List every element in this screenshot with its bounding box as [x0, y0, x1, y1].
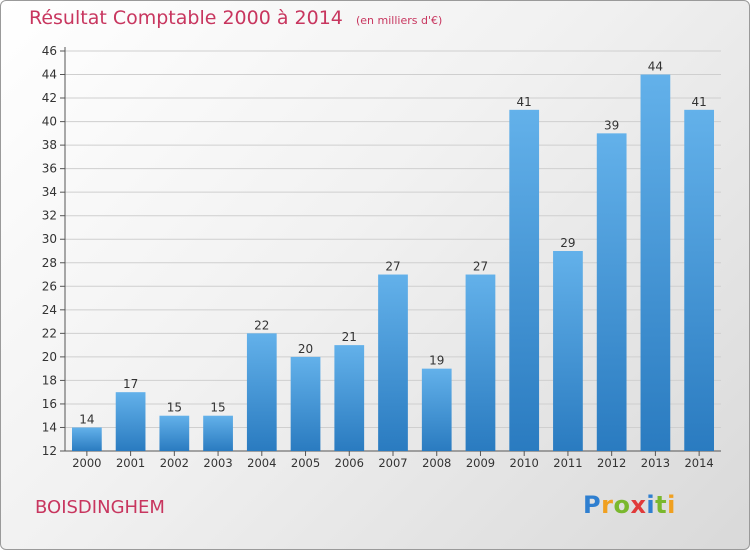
- title-row: Résultat Comptable 2000 à 2014 (en milli…: [29, 7, 442, 29]
- y-tick-label: 32: [42, 209, 57, 223]
- logo-letter: P: [583, 491, 602, 519]
- data-label: 15: [210, 401, 225, 415]
- x-tick-label: 2014: [684, 456, 713, 470]
- x-tick-label: 2010: [510, 456, 539, 470]
- bar-2006: [334, 345, 365, 451]
- bar-2003: [203, 415, 233, 451]
- bar-2004: [246, 333, 277, 451]
- y-tick-label: 12: [42, 444, 57, 458]
- chart-subtitle: (en milliers d'€): [355, 14, 443, 27]
- data-label: 41: [517, 95, 532, 109]
- y-tick-label: 24: [42, 303, 57, 317]
- bar-2013: [640, 74, 671, 451]
- chart-title: Résultat Comptable 2000 à 2014: [29, 7, 343, 29]
- y-tick-label: 34: [42, 185, 57, 199]
- data-label: 17: [123, 377, 138, 391]
- y-tick-label: 46: [42, 44, 57, 58]
- x-tick-label: 2005: [291, 456, 320, 470]
- y-tick-label: 28: [42, 256, 57, 270]
- logo-letter: o: [613, 491, 631, 519]
- x-tick-label: 2013: [641, 456, 670, 470]
- data-label: 29: [560, 236, 575, 250]
- data-label: 41: [691, 95, 706, 109]
- x-tick-label: 2004: [247, 456, 276, 470]
- y-tick-label: 26: [42, 279, 57, 293]
- logo-letter: r: [601, 491, 614, 519]
- x-tick-label: 2011: [553, 456, 582, 470]
- y-tick-label: 38: [42, 138, 57, 152]
- proxiti-logo: Proxiti: [583, 491, 676, 519]
- place-name: BOISDINGHEM: [35, 497, 165, 518]
- data-label: 27: [473, 260, 488, 274]
- data-label: 27: [385, 260, 400, 274]
- bar-2002: [159, 415, 190, 451]
- data-label: 19: [429, 354, 444, 368]
- data-label: 44: [648, 60, 663, 74]
- x-tick-label: 2003: [203, 456, 232, 470]
- data-label: 15: [167, 401, 182, 415]
- bar-2011: [553, 251, 583, 451]
- x-tick-label: 2008: [422, 456, 451, 470]
- bars: [71, 74, 715, 451]
- data-labels: 14 17 15 15 22 20 21 27 19 27 41 29 39 44 41: [79, 60, 707, 427]
- logo-letter: i: [646, 491, 656, 519]
- x-tick-label: 2007: [378, 456, 407, 470]
- bar-2010: [509, 109, 540, 451]
- logo-letter: i: [667, 491, 676, 519]
- data-label: 21: [342, 330, 357, 344]
- bar-2008: [421, 368, 452, 451]
- bar-2014: [684, 109, 715, 451]
- data-label: 20: [298, 342, 313, 356]
- y-tick-label: 18: [42, 373, 57, 387]
- y-tick-label: 42: [42, 91, 57, 105]
- y-tick-label: 22: [42, 326, 57, 340]
- data-label: 22: [254, 318, 269, 332]
- bar-2005: [290, 356, 321, 451]
- bar-2009: [465, 274, 496, 451]
- bar-2000: [71, 427, 102, 451]
- logo-letter: t: [655, 491, 668, 519]
- y-tick-label: 36: [42, 162, 57, 176]
- y-tick-label: 16: [42, 397, 57, 411]
- bar-2001: [115, 392, 146, 451]
- x-tick-label: 2002: [160, 456, 189, 470]
- bar-2012: [596, 133, 627, 451]
- y-tick-label: 30: [42, 232, 57, 246]
- logo-letter: x: [630, 491, 647, 519]
- x-tick-label: 2001: [116, 456, 145, 470]
- y-tick-label: 14: [42, 420, 57, 434]
- x-tick-label: 2012: [597, 456, 626, 470]
- y-tick-label: 40: [42, 115, 57, 129]
- bar-2007: [378, 274, 408, 451]
- data-label: 14: [79, 412, 94, 426]
- y-tick-label: 20: [42, 350, 57, 364]
- x-tick-labels: 2000 2001 2002 2003 2004 2005 2006 2007 2008 2009…: [72, 456, 714, 470]
- x-tick-label: 2006: [335, 456, 364, 470]
- y-tick-labels: 12 14 16 18 20 22 24 26 28 30 32 34 36 38 40 42 44 46: [42, 44, 57, 458]
- x-tick-label: 2009: [466, 456, 495, 470]
- data-label: 39: [604, 118, 619, 132]
- x-tick-label: 2000: [72, 456, 101, 470]
- y-tick-label: 44: [42, 68, 57, 82]
